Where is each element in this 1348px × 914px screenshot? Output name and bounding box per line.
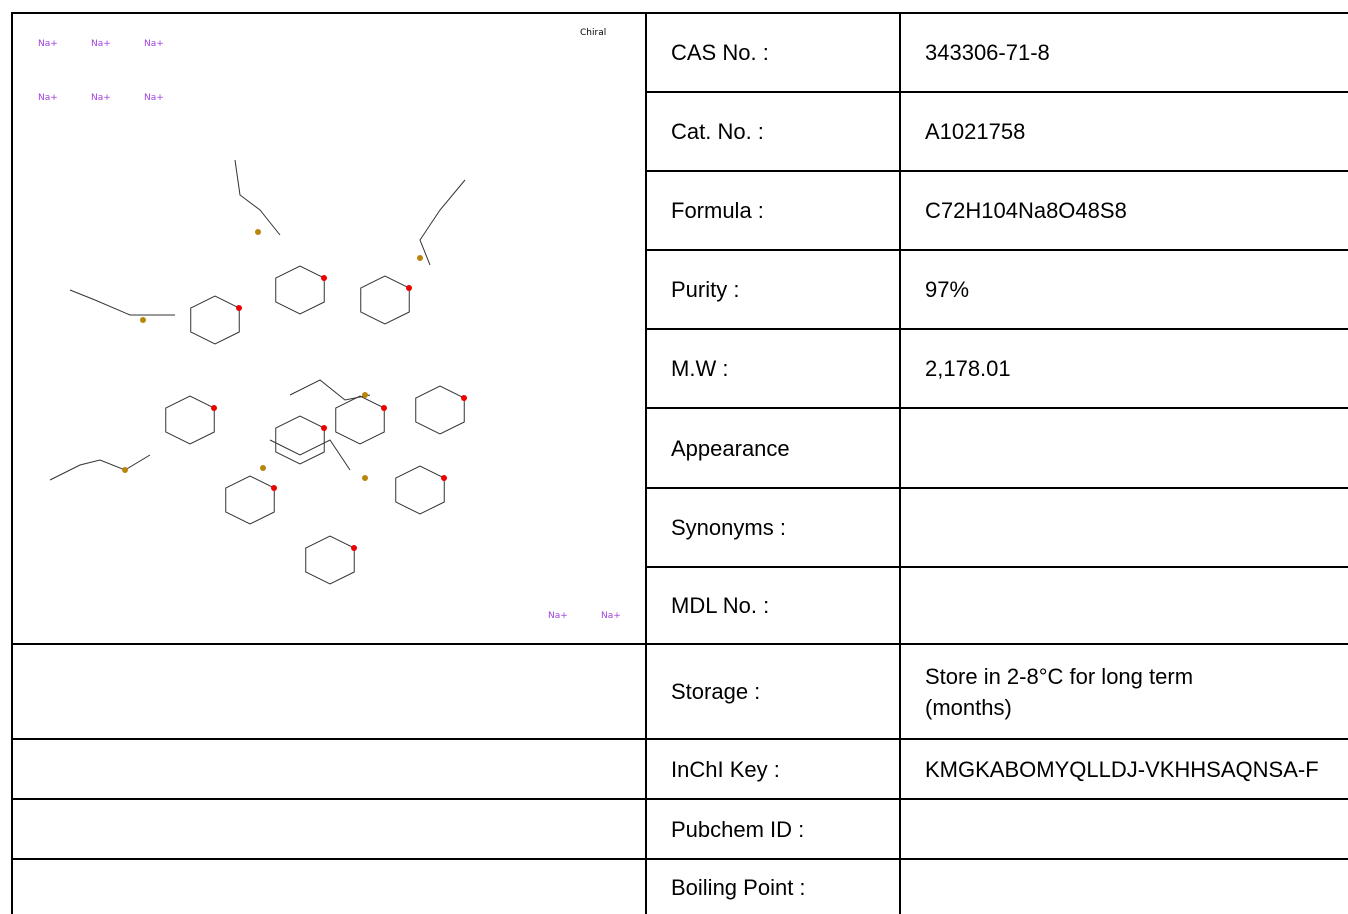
counterion: Na+ bbox=[38, 93, 58, 103]
label-cell: Formula : bbox=[645, 170, 899, 251]
ring bbox=[395, 465, 445, 515]
value-cell: A1021758 bbox=[899, 91, 1348, 172]
value-cell: 2,178.01 bbox=[899, 328, 1348, 409]
counterion: Na+ bbox=[38, 39, 58, 49]
oxygen bbox=[351, 545, 357, 551]
value-cell: C72H104Na8O48S8 bbox=[899, 170, 1348, 251]
ring bbox=[415, 385, 465, 435]
value-cell: 343306-71-8 bbox=[899, 12, 1348, 93]
chain bbox=[234, 159, 281, 236]
value-cell-text: 97% bbox=[925, 277, 970, 303]
counterion: Na+ bbox=[548, 611, 568, 621]
chiral-label: Chiral bbox=[580, 28, 606, 38]
value-cell bbox=[899, 566, 1348, 645]
chain bbox=[49, 454, 151, 481]
ring bbox=[190, 295, 240, 345]
value-cell-text: Store in 2-8°C for long term (months) bbox=[925, 663, 1194, 720]
label-cell-text: CAS No. : bbox=[671, 40, 769, 66]
label-cell-text: M.W : bbox=[671, 356, 729, 382]
label-cell: Appearance bbox=[645, 407, 899, 489]
sulfur bbox=[260, 465, 266, 471]
label-cell: Purity : bbox=[645, 249, 899, 330]
chain bbox=[69, 289, 175, 316]
value-cell: KMGKABOMYQLLDJ-VKHHSAQNSA-F bbox=[899, 738, 1348, 800]
oxygen bbox=[406, 285, 412, 291]
oxygen bbox=[461, 395, 467, 401]
empty-cell bbox=[11, 798, 645, 860]
sulfur bbox=[417, 255, 423, 261]
label-cell: MDL No. : bbox=[645, 566, 899, 645]
value-cell-text: C72H104Na8O48S8 bbox=[925, 198, 1127, 224]
oxygen bbox=[236, 305, 242, 311]
counterion: Na+ bbox=[144, 93, 164, 103]
counterion: Na+ bbox=[144, 39, 164, 49]
label-cell: Cat. No. : bbox=[645, 91, 899, 172]
oxygen bbox=[211, 405, 217, 411]
ring bbox=[305, 535, 355, 585]
value-cell: Store in 2-8°C for long term (months) bbox=[899, 643, 1348, 740]
empty-cell bbox=[11, 643, 645, 740]
structure-image: Chiral Na+ Na+ Na+ Na+ Na+ Na+ Na+ Na+ bbox=[38, 28, 621, 621]
value-cell bbox=[899, 858, 1348, 914]
label-cell-text: Boiling Point : bbox=[671, 874, 806, 900]
counterion: Na+ bbox=[601, 611, 621, 621]
label-cell-text: Pubchem ID : bbox=[671, 816, 805, 842]
label-cell-text: Cat. No. : bbox=[671, 119, 764, 145]
oxygen bbox=[441, 475, 447, 481]
value-cell-text: 343306-71-8 bbox=[925, 40, 1050, 66]
label-cell-text: Formula : bbox=[671, 198, 764, 224]
label-cell-text: Appearance bbox=[671, 435, 790, 461]
label-cell-text: Synonyms : bbox=[671, 515, 786, 541]
value-cell bbox=[899, 407, 1348, 489]
label-cell-text: Storage : bbox=[671, 679, 761, 705]
value-cell-text: A1021758 bbox=[925, 119, 1026, 145]
oxygen bbox=[271, 485, 277, 491]
ring bbox=[275, 265, 325, 315]
ring bbox=[275, 415, 325, 465]
chain bbox=[419, 179, 466, 266]
oxygen bbox=[321, 425, 327, 431]
label-cell-text: MDL No. : bbox=[671, 593, 770, 619]
label-cell-text: Purity : bbox=[671, 277, 740, 303]
label-cell: Storage : bbox=[645, 643, 899, 740]
sulfur bbox=[140, 317, 146, 323]
counterion: Na+ bbox=[91, 39, 111, 49]
sulfur bbox=[362, 392, 368, 398]
value-cell-text: KMGKABOMYQLLDJ-VKHHSAQNSA-F bbox=[925, 756, 1319, 782]
empty-cell bbox=[11, 858, 645, 914]
ring bbox=[335, 395, 385, 445]
value-cell bbox=[899, 487, 1348, 568]
sulfur bbox=[362, 475, 368, 481]
sulfur bbox=[122, 467, 128, 473]
label-cell: CAS No. : bbox=[645, 12, 899, 93]
label-cell: Pubchem ID : bbox=[645, 798, 899, 860]
ring bbox=[165, 395, 215, 445]
value-cell bbox=[899, 798, 1348, 860]
label-cell: Boiling Point : bbox=[645, 858, 899, 914]
oxygen bbox=[381, 405, 387, 411]
counterion: Na+ bbox=[91, 93, 111, 103]
label-cell-text: InChI Key : bbox=[671, 756, 780, 782]
sulfur bbox=[255, 229, 261, 235]
ring bbox=[360, 275, 410, 325]
label-cell: Synonyms : bbox=[645, 487, 899, 568]
label-cell: InChI Key : bbox=[645, 738, 899, 800]
chain bbox=[289, 379, 371, 401]
empty-cell bbox=[11, 738, 645, 800]
label-cell: M.W : bbox=[645, 328, 899, 409]
value-cell-text: 2,178.01 bbox=[925, 356, 1011, 382]
ring bbox=[225, 475, 275, 525]
chain bbox=[269, 439, 351, 471]
image-cell bbox=[11, 12, 645, 643]
value-cell: 97% bbox=[899, 249, 1348, 330]
oxygen bbox=[321, 275, 327, 281]
